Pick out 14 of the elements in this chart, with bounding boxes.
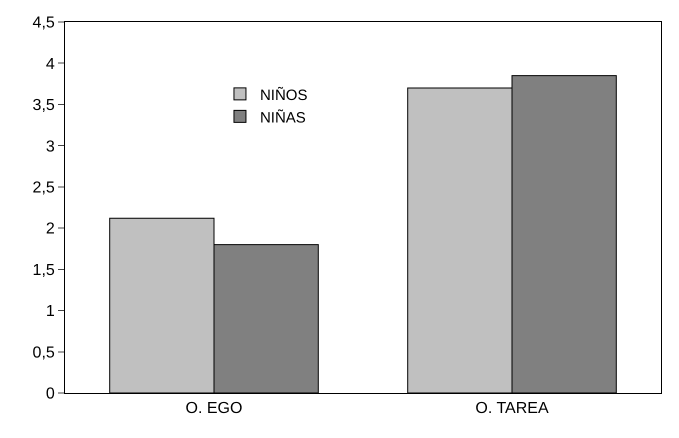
y-tick-label: 2 [46,220,55,238]
y-tick-label: 4 [46,56,55,73]
y-tick-label: 3 [46,138,55,156]
legend-label: NIÑOS [260,86,308,104]
y-tick-label: 2,5 [32,179,55,196]
y-tick-label: 4,5 [32,14,55,32]
y-tick-label: 0 [46,386,55,403]
y-tick-label: 3,5 [32,97,55,114]
x-tick-label: O. TAREA [475,400,549,418]
x-tick-label: O. EGO [186,400,242,418]
y-tick-label: 0,5 [32,344,55,362]
legend-label: NIÑAS [260,108,306,126]
y-tick-label: 1 [46,303,55,320]
y-tick-label: 1,5 [32,262,55,279]
